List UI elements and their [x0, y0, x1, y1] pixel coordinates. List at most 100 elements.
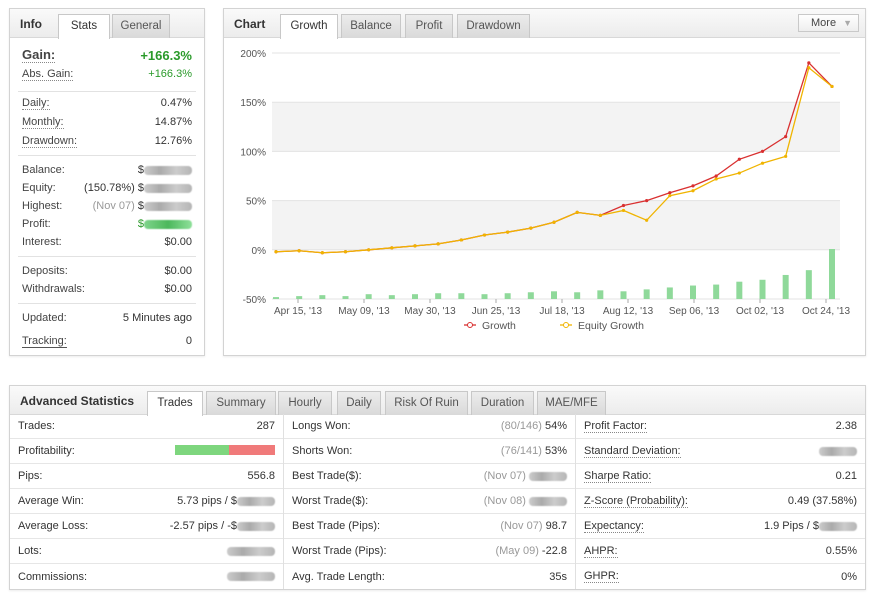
volume-bar: [829, 249, 835, 299]
data-point: [413, 244, 417, 248]
tab-risk-of-ruin[interactable]: Risk Of Ruin: [385, 391, 468, 415]
tab-growth[interactable]: Growth: [280, 14, 338, 39]
stat-sub: (Nov 07): [500, 520, 543, 532]
data-point: [390, 246, 394, 250]
data-point: [807, 61, 811, 65]
abs-gain-label[interactable]: Abs. Gain:: [22, 67, 74, 81]
data-point: [760, 149, 765, 153]
stat-value: 0%: [841, 571, 857, 583]
tab-balance[interactable]: Balance: [341, 14, 401, 38]
stat-label[interactable]: Profit Factor:: [584, 419, 647, 433]
data-point: [668, 191, 672, 195]
stat-row: Average Loss: -2.57 pips / -$: [10, 514, 283, 539]
stat-value: 0.21: [836, 470, 857, 482]
interest-label: Interest:: [22, 236, 62, 248]
y-tick-label: 100%: [240, 147, 266, 158]
x-tick-label: Sep 06, '13: [669, 306, 720, 317]
volume-bar: [782, 274, 789, 299]
stat-value-text: 556.8: [247, 470, 275, 482]
stat-row: Standard Deviation:: [576, 439, 865, 464]
stat-row: Best Trade (Pips): (Nov 07) 98.7: [284, 514, 575, 539]
stat-label[interactable]: AHPR:: [584, 544, 618, 558]
y-tick-label: 200%: [240, 49, 266, 60]
volume-bar: [643, 289, 650, 299]
info-title: Info: [20, 17, 42, 31]
tab-drawdown[interactable]: Drawdown: [457, 14, 530, 38]
tracking-link[interactable]: Tracking:: [22, 334, 67, 348]
stat-label: Average Win:: [18, 495, 84, 507]
tab-profit[interactable]: Profit: [405, 14, 453, 38]
stat-sub: (80/146): [500, 420, 542, 432]
data-point: [645, 199, 649, 203]
chart-band: [272, 102, 840, 152]
stat-sub: (Nov 07): [483, 470, 526, 482]
stat-row: Z-Score (Probability): 0.49 (37.58%): [576, 489, 865, 514]
stat-label[interactable]: Standard Deviation:: [584, 444, 681, 458]
stat-row: Worst Trade (Pips): (May 09) -22.8: [284, 539, 575, 564]
x-tick-label: May 09, '13: [338, 306, 390, 317]
more-dropdown[interactable]: More ▼: [798, 14, 859, 32]
monthly-value: 14.87%: [154, 116, 192, 128]
abs-gain-value: +166.3%: [148, 68, 192, 80]
data-point: [552, 220, 556, 224]
deposits-value: $0.00: [164, 265, 192, 277]
redacted-value: [227, 546, 275, 556]
stat-label[interactable]: Expectancy:: [584, 519, 644, 533]
stat-value-text: 53%: [544, 445, 567, 457]
stat-value: [175, 444, 275, 458]
updated-row: Updated: 5 Minutes ago: [22, 309, 192, 327]
monthly-label[interactable]: Monthly:: [22, 115, 64, 129]
volume-bar: [504, 293, 511, 299]
tab-trades[interactable]: Trades: [147, 391, 203, 416]
data-point: [645, 218, 649, 222]
tab-stats[interactable]: Stats: [58, 14, 110, 39]
equity-label: Equity:: [22, 182, 56, 194]
data-point: [482, 233, 487, 237]
stat-label[interactable]: GHPR:: [584, 570, 619, 583]
profit-label: Profit:: [22, 218, 51, 230]
stat-row: Profit Factor: 2.38: [576, 414, 865, 439]
data-point: [621, 203, 626, 208]
tab-daily[interactable]: Daily: [337, 391, 381, 415]
data-point: [506, 230, 510, 234]
stat-value-text: 98.7: [545, 520, 567, 532]
chart-band: [272, 200, 840, 250]
stat-label[interactable]: Sharpe Ratio:: [584, 469, 652, 483]
x-tick-label: Oct 02, '13: [736, 306, 784, 317]
tab-duration[interactable]: Duration: [471, 391, 534, 415]
daily-label[interactable]: Daily:: [22, 96, 50, 110]
stat-value: 1.9 Pips / $: [764, 520, 857, 532]
stat-value: 0.49 (37.58%): [788, 495, 857, 507]
volume-bar: [597, 290, 604, 299]
equity-pct: (150.78%): [84, 182, 135, 194]
tab-summary[interactable]: Summary: [206, 391, 276, 415]
stat-row: Expectancy: 1.9 Pips / $: [576, 514, 865, 539]
redacted-value: [819, 521, 857, 531]
tab-general[interactable]: General: [112, 14, 170, 38]
data-point: [320, 251, 324, 255]
volume-bar: [481, 294, 488, 299]
legend-marker: [467, 322, 473, 328]
stat-label[interactable]: Z-Score (Probability):: [584, 494, 688, 508]
drawdown-row: Drawdown: 12.76%: [22, 132, 192, 150]
data-point: [691, 184, 695, 188]
x-tick-label: Jul 18, '13: [539, 306, 585, 317]
volume-bar: [435, 293, 442, 299]
tab-mae-mfe[interactable]: MAE/MFE: [537, 391, 606, 415]
volume-bar: [666, 287, 673, 299]
highest-date: (Nov 07): [92, 200, 135, 212]
y-tick-label: 50%: [246, 197, 266, 208]
gain-label[interactable]: Gain:: [22, 47, 56, 63]
data-point: [737, 171, 741, 175]
volume-bar: [551, 291, 557, 299]
stat-label: Commissions:: [18, 570, 88, 583]
stat-value: (80/146) 54%: [501, 420, 567, 432]
data-point: [436, 242, 440, 246]
legend-marker: [563, 322, 569, 328]
stat-label: Trades:: [18, 420, 55, 432]
data-point: [784, 154, 788, 158]
drawdown-label[interactable]: Drawdown:: [22, 134, 78, 148]
x-tick-label: Aug 12, '13: [603, 306, 654, 317]
stat-value-text: 0%: [841, 570, 857, 583]
tab-hourly[interactable]: Hourly: [278, 391, 332, 415]
